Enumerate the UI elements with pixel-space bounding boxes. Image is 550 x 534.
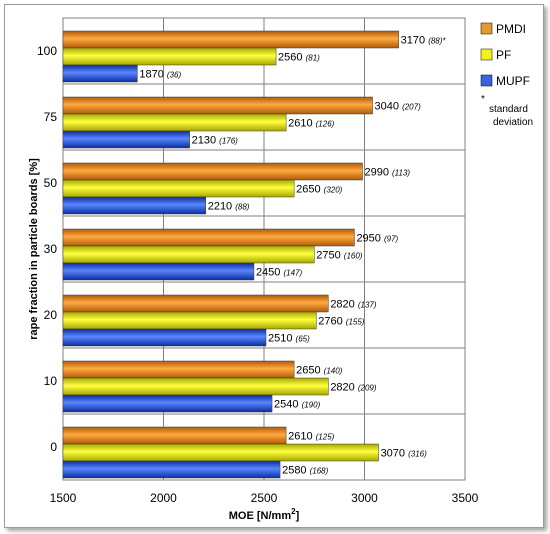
- x-tick-label: 3000: [351, 491, 378, 505]
- legend-label-mupf: MUPF: [496, 74, 530, 88]
- footnote: * standard deviation: [481, 94, 533, 128]
- legend-label-pf: PF: [496, 48, 511, 62]
- y-tick-label: 30: [44, 242, 58, 256]
- bar-mupf-50: [62, 196, 206, 215]
- data-label-pmdi-20: 2820 (137): [330, 299, 377, 311]
- data-label-mupf-10: 2540 (190): [274, 399, 321, 411]
- legend-label-pmdi: PMDI: [496, 22, 526, 36]
- footnote-marker: *: [481, 94, 485, 105]
- data-label-pf-75: 2610 (126): [288, 118, 335, 130]
- y-tick-label: 0: [50, 440, 57, 454]
- x-axis-title: MOE [N/mm2]: [229, 507, 300, 522]
- data-label-pf-100: 2560 (81): [278, 52, 320, 64]
- y-tick-label: 75: [44, 110, 58, 124]
- data-label-pmdi-10: 2650 (140): [296, 365, 343, 377]
- data-label-pf-10: 2820 (209): [330, 382, 377, 394]
- bar-mupf-20: [62, 328, 267, 347]
- bar-pf-10: [62, 377, 329, 396]
- bar-pmdi-50: [62, 162, 363, 181]
- x-tick-label: 3500: [452, 491, 479, 505]
- bar-pmdi-75: [62, 96, 373, 115]
- bar-mupf-0: [62, 460, 281, 479]
- bar-pmdi-0: [62, 426, 287, 445]
- legend-swatch-mupf: [480, 74, 493, 87]
- bar-pf-50: [62, 179, 295, 198]
- legend-swatch-pf: [480, 48, 493, 61]
- bar-pf-20: [62, 311, 317, 330]
- legend: PMDI PF MUPF: [480, 22, 530, 88]
- data-label-pmdi-75: 3040 (207): [375, 101, 422, 113]
- footnote-line-1: standard: [489, 104, 528, 115]
- bar-mupf-75: [62, 130, 190, 149]
- chart: 3170 (88)* 2560 (81) 1870 (36) 3040 (207) 26…: [28, 17, 533, 522]
- x-tick-label: 1500: [50, 491, 77, 505]
- data-label-pmdi-30: 2950 (97): [356, 233, 398, 245]
- y-axis-title: rape fraction in particle boards [%]: [28, 158, 40, 340]
- bar-pf-100: [62, 47, 277, 66]
- data-label-pf-0: 3070 (316): [381, 448, 428, 460]
- chart-frame: 3170 (88)* 2560 (81) 1870 (36) 3040 (207) 26…: [4, 4, 544, 528]
- y-tick-label: 10: [44, 374, 58, 388]
- bar-pmdi-30: [62, 228, 355, 247]
- bar-mupf-10: [62, 394, 273, 413]
- bar-mupf-100: [62, 64, 138, 83]
- data-label-pmdi-0: 2610 (125): [288, 431, 335, 443]
- data-label-pf-20: 2760 (155): [318, 316, 365, 328]
- data-label-mupf-100: 1870 (36): [139, 69, 181, 81]
- data-label-mupf-0: 2580 (168): [282, 465, 329, 477]
- bar-pf-75: [62, 113, 287, 132]
- y-tick-label: 20: [44, 308, 58, 322]
- data-label-pmdi-100: 3170 (88)*: [401, 35, 447, 47]
- y-tick-label: 50: [44, 176, 58, 190]
- bar-pmdi-10: [62, 360, 295, 379]
- data-label-mupf-50: 2210 (88): [208, 201, 250, 213]
- data-label-pf-30: 2750 (160): [316, 250, 363, 262]
- data-label-mupf-75: 2130 (176): [192, 135, 239, 147]
- y-tick-label: 100: [37, 44, 57, 58]
- data-label-pmdi-50: 2990 (113): [364, 167, 410, 179]
- data-label-mupf-20: 2510 (65): [268, 333, 310, 345]
- bar-pf-0: [62, 443, 379, 462]
- legend-swatch-pmdi: [480, 22, 493, 35]
- bar-pf-30: [62, 245, 315, 264]
- x-tick-label: 2000: [150, 491, 177, 505]
- bar-pmdi-20: [62, 294, 329, 313]
- x-tick-label: 2500: [251, 491, 278, 505]
- footnote-line-2: deviation: [493, 117, 533, 128]
- data-label-mupf-30: 2450 (147): [256, 267, 303, 279]
- bar-pmdi-100: [62, 30, 399, 49]
- data-label-pf-50: 2650 (320): [296, 184, 343, 196]
- bar-mupf-30: [62, 262, 255, 281]
